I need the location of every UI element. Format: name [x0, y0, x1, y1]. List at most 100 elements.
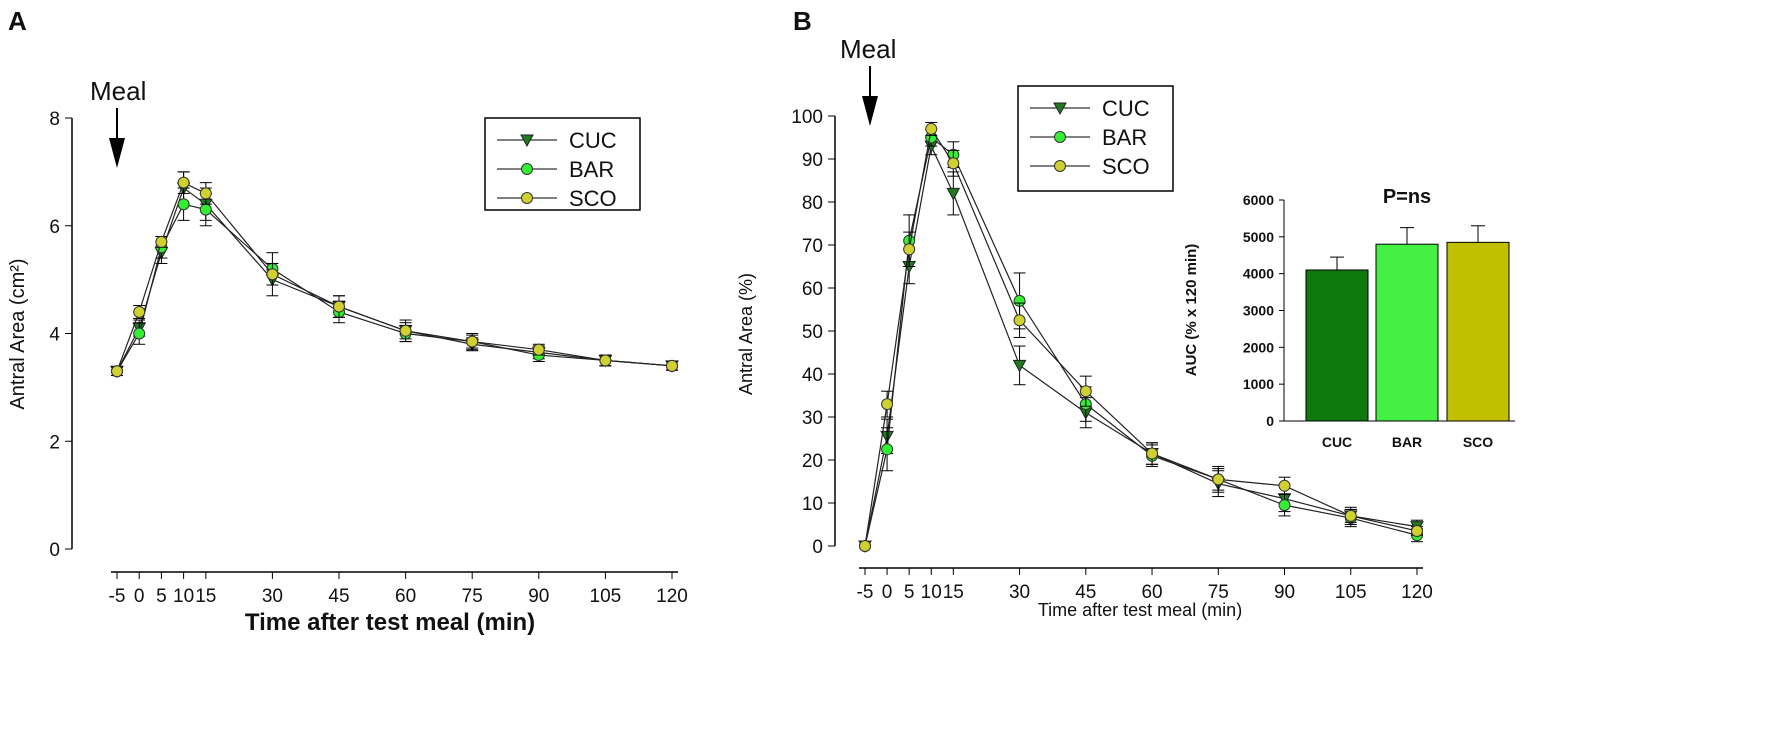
data-point [1146, 447, 1159, 460]
x-tick-label: 10 [921, 582, 942, 603]
data-point [177, 198, 190, 211]
x-tick-label: 60 [395, 586, 416, 607]
series-line [116, 181, 673, 372]
legend-marker [521, 192, 533, 204]
y-tick-label: 80 [802, 193, 823, 214]
series-bar [111, 187, 678, 378]
data-point [1344, 509, 1357, 522]
data-point [1278, 479, 1291, 492]
legend-marker [520, 134, 534, 148]
series-sco [859, 121, 1423, 552]
panel-label-a: A [8, 6, 27, 36]
x-tick-label: -5 [857, 582, 874, 603]
series-sco [111, 171, 678, 378]
data-point [266, 268, 279, 281]
x-tick-label: 75 [1208, 582, 1229, 603]
inset-y-tick-label: 6000 [1243, 192, 1274, 208]
legend-marker [1053, 102, 1067, 116]
data-point [1079, 385, 1092, 398]
inset-y-tick-label: 0 [1266, 413, 1274, 429]
meal-arrow-icon [862, 66, 878, 126]
data-point [177, 176, 190, 189]
data-point [1013, 314, 1026, 327]
x-tick-label: 15 [943, 582, 964, 603]
data-point [155, 235, 168, 248]
legend-label: BAR [569, 157, 614, 182]
data-point [1212, 473, 1225, 486]
legend-box [484, 117, 641, 211]
data-point [946, 187, 961, 201]
inset-y-tick-label: 1000 [1243, 376, 1274, 392]
y-tick-label: 10 [802, 494, 823, 515]
x-tick-label: 10 [173, 586, 194, 607]
inset-y-axis-label: AUC (% x 120 min) [1183, 244, 1200, 377]
y-axis-label-b: Antral Area (%) [736, 273, 756, 395]
y-tick-label: 4 [49, 325, 60, 346]
y-tick-label: 6 [49, 217, 60, 238]
y-tick-label: 0 [49, 540, 60, 561]
y-tick-label: 70 [802, 236, 823, 257]
legend-label: CUC [1102, 96, 1150, 121]
x-tick-label: 15 [195, 586, 216, 607]
data-point [881, 398, 894, 411]
series-line [116, 203, 673, 372]
data-point [111, 365, 123, 378]
inset-y-tick-label: 2000 [1243, 339, 1274, 355]
meal-annotation-a: Meal [90, 76, 146, 106]
x-tick-label: 45 [328, 586, 349, 607]
meal-arrow-icon [109, 108, 125, 168]
y-tick-label: 0 [812, 537, 823, 558]
y-tick-label: 100 [791, 107, 823, 128]
inset-y-tick-label: 4000 [1243, 266, 1274, 282]
data-point [532, 343, 545, 356]
legend: CUC BAR SCO [484, 117, 641, 211]
y-tick-label: 8 [49, 109, 60, 130]
data-point [859, 540, 871, 552]
data-point [599, 354, 612, 367]
data-point [1278, 499, 1291, 512]
x-tick-label: 105 [590, 586, 622, 607]
panel-label-b: B [793, 6, 812, 36]
data-point [199, 203, 212, 216]
y-tick-label: 2 [49, 432, 60, 453]
x-tick-label: 30 [1009, 582, 1030, 603]
inset-x-tick-label: BAR [1392, 434, 1422, 450]
panel-b: B Meal Time after test meal (min) Antral… [736, 6, 1433, 620]
inset-bar-cuc [1305, 269, 1369, 422]
legend-label: SCO [1102, 154, 1150, 179]
data-point [133, 305, 146, 318]
x-tick-label: -5 [109, 586, 126, 607]
y-tick-label: 60 [802, 279, 823, 300]
legend-marker [1054, 160, 1066, 172]
x-tick-label: 120 [1401, 582, 1433, 603]
y-tick-label: 40 [802, 365, 823, 386]
panel-a: A Meal Time after test meal (min) Antral… [7, 6, 688, 636]
x-tick-label: 75 [462, 586, 483, 607]
x-tick-label: 90 [1274, 582, 1295, 603]
y-tick-label: 30 [802, 408, 823, 429]
legend-marker [1054, 131, 1066, 143]
x-axis-label-b: Time after test meal (min) [1038, 600, 1242, 620]
x-tick-label: 45 [1075, 582, 1096, 603]
x-tick-label: 120 [656, 586, 688, 607]
data-point [925, 122, 938, 135]
x-tick-label: 105 [1335, 582, 1367, 603]
legend-label: CUC [569, 128, 617, 153]
data-point [1411, 524, 1423, 537]
x-tick-label: 0 [134, 586, 145, 607]
data-point [199, 187, 212, 200]
data-point [903, 243, 916, 256]
data-point [466, 335, 479, 348]
x-tick-label: 0 [882, 582, 893, 603]
y-tick-label: 90 [802, 150, 823, 171]
legend-label: BAR [1102, 125, 1147, 150]
x-tick-label: 60 [1141, 582, 1162, 603]
legend-marker [521, 163, 533, 175]
inset-y-tick-label: 5000 [1243, 229, 1274, 245]
data-point [881, 443, 894, 456]
y-tick-label: 50 [802, 322, 823, 343]
y-tick-label: 20 [802, 451, 823, 472]
legend: CUC BAR SCO [1017, 85, 1174, 192]
data-point [666, 359, 678, 372]
